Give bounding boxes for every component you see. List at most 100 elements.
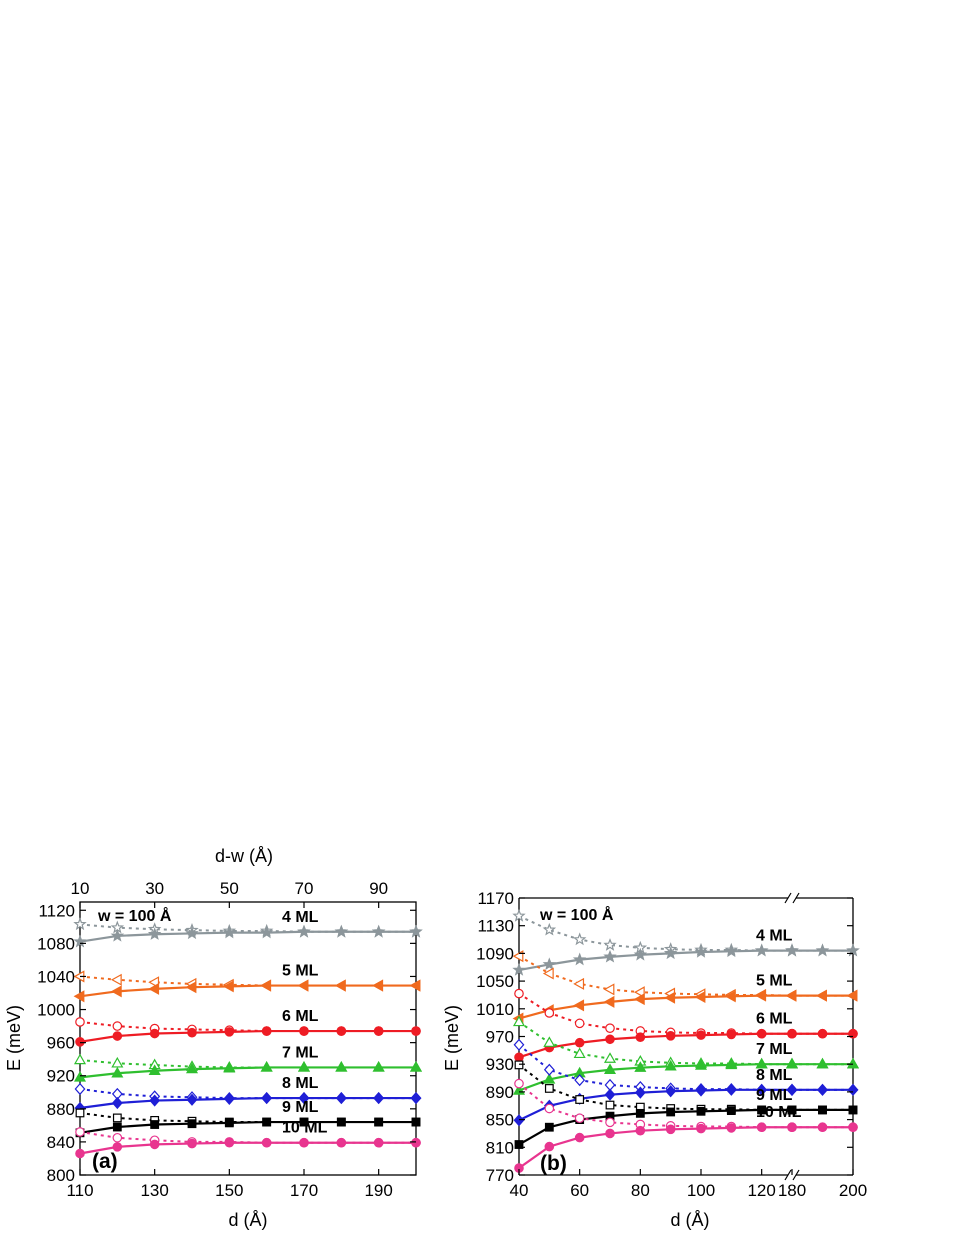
y-tick-label-b-5: 970 xyxy=(486,1028,514,1047)
point-a-5-filled-2 xyxy=(150,1120,160,1129)
point-a-4-open-0 xyxy=(74,1082,86,1096)
point-b-6-open-0 xyxy=(514,1078,524,1089)
point-b-0-filled-7 xyxy=(724,944,739,958)
point-b-4-filled-12 xyxy=(847,1083,859,1096)
point-b-3-filled-12 xyxy=(846,1057,860,1069)
point-a-4-filled-2 xyxy=(149,1094,161,1107)
point-a-3-filled-9 xyxy=(409,1061,423,1072)
point-a-1-filled-7 xyxy=(334,979,346,992)
x2-tick-label-a-1: 30 xyxy=(145,879,164,898)
point-b-2-filled-7 xyxy=(726,1029,737,1040)
point-a-6-open-0 xyxy=(75,1127,85,1137)
point-a-2-filled-2 xyxy=(149,1028,160,1039)
y-tick-label-a-0: 800 xyxy=(47,1166,75,1185)
point-b-5-filled-12 xyxy=(848,1105,858,1115)
annotation-a: w = 100 Å xyxy=(97,906,172,925)
y-tick-label-b-6: 1010 xyxy=(476,1000,514,1019)
point-b-6-filled-6 xyxy=(696,1123,706,1134)
series-a-4-dotted-line xyxy=(79,1087,416,1100)
point-a-1-filled-8 xyxy=(372,979,384,992)
point-a-3-filled-0 xyxy=(73,1070,87,1082)
point-b-2-open-0 xyxy=(514,988,524,999)
point-a-2-filled-8 xyxy=(373,1026,384,1036)
point-b-0-filled-4 xyxy=(633,947,648,961)
series-b-1-dotted-line xyxy=(518,955,793,997)
series-label-a-1: 5 ML xyxy=(282,963,319,980)
point-b-4-filled-11 xyxy=(817,1083,828,1096)
point-b-2-filled-4 xyxy=(635,1032,646,1042)
point-a-6-filled-6 xyxy=(299,1137,309,1148)
point-a-0-filled-8 xyxy=(371,924,386,938)
point-a-6-filled-8 xyxy=(373,1137,384,1148)
x-tick-label-b-0: 40 xyxy=(510,1181,529,1200)
point-b-0-filled-0 xyxy=(512,962,526,976)
y-tick-label-b-1: 810 xyxy=(486,1138,514,1157)
series-a-2-solid-line xyxy=(79,1029,416,1043)
x-tick-label-a-3: 170 xyxy=(290,1181,318,1200)
series-b-0-solid-line xyxy=(518,949,792,972)
x-tick-label-a-0: 110 xyxy=(66,1181,93,1200)
plot-area-a xyxy=(79,901,417,1176)
point-a-1-filled-5 xyxy=(260,979,272,992)
point-b-5-open-2 xyxy=(575,1095,585,1104)
point-b-2-filled-8 xyxy=(756,1028,767,1039)
series-label-a-6: 10 ML xyxy=(282,1120,328,1137)
point-a-5-open-0 xyxy=(75,1108,85,1118)
point-b-3-filled-6 xyxy=(694,1059,708,1070)
point-b-2-filled-12 xyxy=(848,1028,858,1039)
point-b-3-open-1 xyxy=(543,1036,556,1047)
point-a-4-filled-7 xyxy=(335,1091,347,1105)
y-tick-label-a-7: 1080 xyxy=(37,934,75,953)
y-tick-label-a-8: 1120 xyxy=(38,901,75,920)
series-label-b-4: 8 ML xyxy=(756,1067,793,1084)
series-b-5-solid-line xyxy=(518,1108,792,1146)
point-b-4-open-2 xyxy=(574,1074,586,1087)
series-b-4-solid-line xyxy=(518,1088,792,1122)
point-b-1-open-2 xyxy=(573,977,585,990)
point-b-5-filled-11 xyxy=(818,1105,827,1115)
series-a-2-dotted-line xyxy=(79,1020,416,1033)
point-a-2-filled-1 xyxy=(112,1031,123,1041)
point-b-4-filled-3 xyxy=(604,1088,616,1101)
x2-tick-label-a-3: 70 xyxy=(295,879,314,898)
point-b-6-filled-7 xyxy=(726,1123,737,1133)
y-tick-label-b-9: 1130 xyxy=(477,917,514,936)
point-b-3-filled-1 xyxy=(543,1073,556,1084)
series-a-0-dotted-line xyxy=(79,923,416,933)
series-label-a-3: 7 ML xyxy=(282,1044,319,1061)
point-a-0-filled-5 xyxy=(259,925,274,939)
x2-tick-label-a-4: 90 xyxy=(369,879,388,898)
point-a-2-open-0 xyxy=(75,1017,85,1027)
point-b-0-filled-6 xyxy=(694,944,708,958)
point-a-0-filled-4 xyxy=(222,925,237,939)
point-a-6-filled-0 xyxy=(75,1148,85,1159)
y-tick-label-a-1: 840 xyxy=(47,1133,75,1152)
series-a-3-dotted-line xyxy=(79,1059,416,1069)
series-b-6-solid-line xyxy=(518,1126,792,1169)
point-b-4-filled-6 xyxy=(695,1084,707,1097)
series-label-b-5: 9 ML xyxy=(756,1087,793,1104)
series-b-3-dotted-line xyxy=(518,1021,792,1066)
point-b-0-filled-11 xyxy=(815,943,830,957)
point-b-1-filled-6 xyxy=(694,991,706,1004)
point-b-5-filled-1 xyxy=(544,1122,554,1132)
point-b-3-filled-7 xyxy=(725,1058,738,1070)
point-a-5-filled-6 xyxy=(299,1117,309,1127)
point-b-4-filled-7 xyxy=(725,1083,737,1096)
point-b-5-open-1 xyxy=(544,1084,554,1093)
point-a-0-filled-1 xyxy=(110,928,125,942)
axes-a: 800 840 880 920 960 1000 1040 1080 1120 110 130 150… xyxy=(37,879,416,1200)
x-tick-label-b-3: 100 xyxy=(687,1181,715,1200)
point-b-2-filled-10 xyxy=(787,1028,797,1039)
series-b-3-solid-line xyxy=(518,1063,792,1092)
point-a-6-filled-4 xyxy=(224,1137,235,1148)
point-a-4-filled-6 xyxy=(298,1091,310,1105)
point-a-1-filled-3 xyxy=(185,981,197,994)
point-b-3-filled-11 xyxy=(816,1057,829,1069)
point-b-0-filled-2 xyxy=(572,952,587,966)
point-b-1-filled-10 xyxy=(785,989,797,1002)
x-tick-label-b-5: 180 xyxy=(778,1181,806,1200)
point-a-1-filled-4 xyxy=(222,980,234,993)
point-b-6-open-2 xyxy=(574,1113,585,1124)
point-b-5-open-0 xyxy=(514,1060,524,1070)
